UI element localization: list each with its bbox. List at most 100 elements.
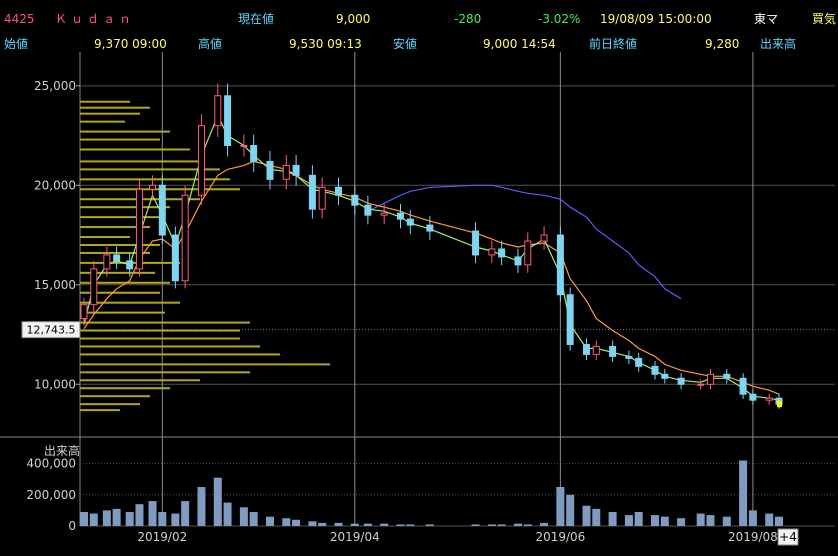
volume-profile xyxy=(80,100,330,412)
volume-bar xyxy=(775,516,783,526)
volume-profile-bar xyxy=(80,236,130,239)
candle-down xyxy=(514,256,522,266)
candle-up xyxy=(380,212,388,216)
volume-bar xyxy=(350,523,359,526)
candle-up xyxy=(706,373,714,385)
current-price-value: 9,000 xyxy=(336,12,371,26)
volume-panel-label: 出来高 xyxy=(44,443,80,458)
candle-down xyxy=(661,373,669,379)
candle-up xyxy=(524,240,532,266)
price-tick-label: 15,000 xyxy=(34,278,76,292)
candle-down xyxy=(635,357,643,367)
volume-bar xyxy=(239,507,248,526)
buy-label: 買気 xyxy=(812,12,837,26)
stock-name: Ｋｕｄａｎ xyxy=(55,12,136,26)
price-chart[interactable]: 25,000 20,000 15,000 10,000 400,000 200,000 0 出… xyxy=(0,52,838,556)
volume-bar xyxy=(213,477,222,526)
volume-bar xyxy=(396,524,405,526)
candle-up xyxy=(181,194,189,282)
candle-up xyxy=(540,234,548,242)
volume-profile-bar xyxy=(80,160,200,163)
price-change: -280 xyxy=(454,12,482,26)
volume-profile-bar xyxy=(80,100,130,103)
axis-labels: 25,000 20,000 15,000 10,000 400,000 200,000 0 出… xyxy=(21,79,799,546)
candle-up xyxy=(318,186,326,210)
quote-datetime: 19/08/09 15:00:00 xyxy=(600,12,712,26)
volume-bar xyxy=(308,521,317,526)
volume-bar xyxy=(158,511,167,526)
volume-bar xyxy=(608,511,617,526)
prev-close-label: 前日終値 xyxy=(589,37,638,51)
volume-bar xyxy=(582,505,591,526)
last-price-marker xyxy=(777,401,782,408)
candle-down xyxy=(749,393,757,401)
future-bars-box xyxy=(777,528,799,546)
volume-profile-bar xyxy=(80,120,125,123)
volume-bar xyxy=(292,519,301,526)
volume-profile-bar xyxy=(80,106,150,109)
volume-bar xyxy=(334,522,343,526)
volume-bar xyxy=(223,502,232,526)
volume-profile-bar xyxy=(80,148,190,151)
volume-profile-bar xyxy=(80,138,160,141)
price-tick-label: 10,000 xyxy=(34,377,76,391)
volume-profile-bar xyxy=(80,291,160,294)
volume-profile-bar xyxy=(80,363,330,366)
candle-down xyxy=(364,204,372,216)
candle-down xyxy=(556,234,564,296)
volume-bar xyxy=(487,524,496,526)
market-name: 東マ xyxy=(754,12,779,26)
candle-down xyxy=(609,345,617,357)
candle-down xyxy=(351,194,359,206)
volume-bar xyxy=(406,524,415,526)
volume-bar xyxy=(556,487,565,526)
candle-down xyxy=(582,343,590,355)
candle-up xyxy=(103,254,111,270)
volume-bar xyxy=(171,513,180,526)
candle-down xyxy=(406,218,414,226)
volume-bar xyxy=(566,494,575,526)
volume-profile-bar xyxy=(80,409,120,412)
volume-bar xyxy=(318,522,327,526)
volume-bar xyxy=(89,513,98,526)
volume-bar xyxy=(102,510,111,526)
candle-up xyxy=(282,164,290,180)
candle-down xyxy=(426,224,434,232)
price-reference-box xyxy=(21,321,81,339)
volume-bar xyxy=(197,487,206,526)
volume-bar xyxy=(624,515,633,526)
candle-down xyxy=(651,365,659,375)
price-tick-label: 25,000 xyxy=(34,79,76,93)
candle-down xyxy=(250,145,258,162)
chart-grid xyxy=(0,52,838,527)
candle-up xyxy=(697,383,705,386)
volume-profile-bar xyxy=(80,329,240,332)
volume-profile-bar xyxy=(80,178,230,181)
high-label: 高値 xyxy=(198,37,223,51)
candle-down xyxy=(739,377,747,395)
volume-tick-label: 200,000 xyxy=(26,488,76,502)
month-label: 2019/02 xyxy=(137,530,187,544)
volume-bar xyxy=(148,501,157,526)
volume-bar xyxy=(282,518,291,526)
volume-bar xyxy=(592,508,601,526)
volume-bar xyxy=(471,524,480,526)
volume-profile-bar xyxy=(80,112,140,115)
volume-bar xyxy=(513,523,522,526)
volume-bar xyxy=(135,504,144,526)
candle-up xyxy=(80,304,88,320)
candle-down xyxy=(224,95,232,147)
volume-profile-bar xyxy=(80,353,280,356)
price-reference-label: 12,743.5 xyxy=(27,324,76,337)
volume-profile-bar xyxy=(80,281,170,284)
open-value: 9,370 09:00 xyxy=(94,37,167,51)
candle-up xyxy=(90,268,98,306)
candle-down xyxy=(308,174,316,210)
candle-up xyxy=(149,184,157,190)
volume-profile-bar xyxy=(80,301,180,304)
volume-bar xyxy=(540,522,549,526)
volume-profile-bar xyxy=(80,130,170,133)
volume-bars xyxy=(80,460,783,526)
month-label: 2019/04 xyxy=(330,530,380,544)
volume-bar xyxy=(696,513,705,526)
